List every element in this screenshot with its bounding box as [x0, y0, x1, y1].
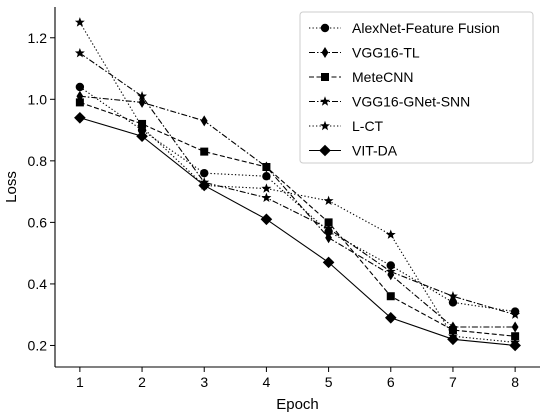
legend-marker: [321, 47, 329, 58]
legend-label: VGG16-TL: [352, 45, 420, 61]
x-tick-label: 4: [263, 374, 271, 390]
x-axis: 1 2 3 4 5 6 7 8: [55, 366, 540, 390]
x-tick-label: 7: [449, 374, 457, 390]
y-tick-label: 0.2: [28, 337, 48, 353]
data-point: [325, 232, 332, 244]
y-tick-label: 1.2: [28, 30, 48, 46]
data-point: [385, 266, 396, 276]
data-point: [200, 168, 209, 178]
data-point: [261, 192, 272, 202]
x-axis-label: Epoch: [276, 396, 319, 413]
legend-entry: L-CT: [309, 118, 384, 134]
data-point: [384, 311, 397, 324]
data-point: [509, 339, 521, 352]
series-line: [79, 117, 516, 347]
y-tick-label: 0.6: [28, 214, 48, 230]
y-tick-label: 1.0: [28, 91, 48, 107]
series-line: [79, 86, 516, 313]
legend-marker: [320, 120, 330, 131]
legend: AlexNet-Feature Fusion VGG16-TL MeteCNN VGG…: [299, 11, 534, 164]
data-point: [511, 321, 519, 333]
x-tick-label: 3: [200, 374, 208, 390]
data-point: [447, 333, 459, 346]
plot-area: [74, 17, 521, 352]
data-point: [262, 172, 271, 181]
data-point: [74, 111, 86, 124]
legend-marker: [320, 23, 330, 33]
data-point: [137, 121, 147, 132]
data-point: [323, 195, 334, 206]
data-point: [136, 130, 148, 143]
data-point: [322, 256, 335, 269]
data-point: [385, 229, 396, 239]
legend-box: [299, 11, 534, 164]
data-point: [261, 183, 272, 193]
data-point: [74, 17, 85, 27]
y-axis: 0.2 0.4 0.6 0.8 1.0 1.2: [28, 7, 56, 367]
data-point: [200, 115, 208, 127]
data-point: [260, 213, 273, 226]
data-point: [75, 82, 85, 92]
data-point: [323, 223, 334, 233]
x-tick-label: 1: [76, 374, 84, 390]
legend-entry: MeteCNN: [309, 69, 413, 85]
legend-label: MeteCNN: [352, 69, 413, 85]
data-point: [75, 98, 84, 107]
y-tick-label: 0.4: [28, 276, 48, 292]
x-tick-label: 8: [511, 374, 519, 390]
data-point: [324, 218, 333, 227]
data-point: [138, 96, 146, 108]
data-point: [386, 292, 395, 301]
y-axis-label: Loss: [3, 171, 20, 203]
data-point: [262, 163, 271, 171]
data-point: [448, 298, 458, 307]
legend-entry: VGG16-GNet-SNN: [309, 94, 470, 110]
legend-label: VGG16-GNet-SNN: [352, 94, 470, 110]
legend-marker: [321, 73, 329, 81]
data-point: [200, 147, 209, 156]
data-point: [387, 269, 395, 281]
legend-label: L-CT: [352, 118, 384, 134]
data-point: [510, 309, 521, 319]
y-tick-label: 0.8: [28, 153, 48, 169]
data-point: [74, 47, 85, 58]
data-point: [198, 179, 211, 192]
legend-label: AlexNet-Feature Fusion: [352, 20, 500, 36]
legend-entry: AlexNet-Feature Fusion: [309, 20, 500, 36]
data-point: [448, 291, 458, 301]
data-point: [448, 326, 457, 335]
data-point: [511, 332, 520, 341]
series-line: [79, 52, 516, 316]
series-line: [79, 101, 516, 337]
legend-entry: VIT-DA: [309, 143, 398, 159]
series-line: [79, 95, 516, 328]
legend-marker: [319, 144, 331, 157]
data-point: [386, 261, 395, 270]
legend-marker: [320, 96, 330, 106]
legend-entry: VGG16-TL: [309, 45, 420, 61]
legend-label: VIT-DA: [352, 143, 398, 159]
data-point: [137, 91, 147, 101]
series-vgg16-tl: [76, 90, 519, 333]
x-tick-label: 5: [325, 374, 333, 390]
x-tick-label: 6: [387, 374, 395, 390]
x-tick-label: 2: [138, 374, 146, 390]
series-vit-da: [74, 111, 521, 352]
